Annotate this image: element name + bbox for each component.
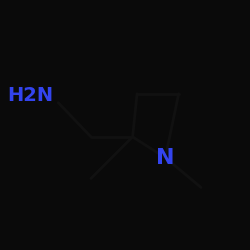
Text: H2N: H2N	[8, 86, 54, 105]
Text: N: N	[156, 148, 174, 168]
